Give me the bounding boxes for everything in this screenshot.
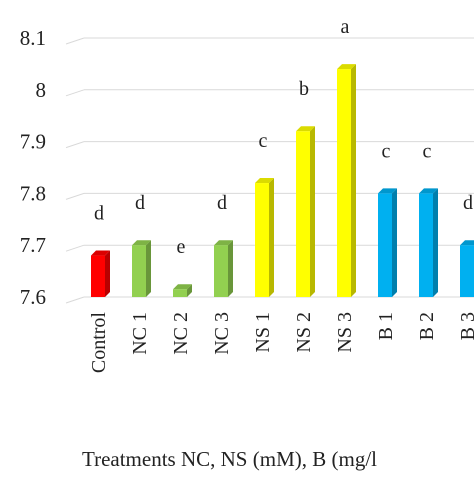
x-tick-label: NS 1 xyxy=(252,312,274,353)
bar xyxy=(337,64,356,297)
significance-letter: c xyxy=(259,130,268,152)
significance-letter: d xyxy=(463,192,473,214)
bar-front xyxy=(91,255,105,297)
y-tick-label: 8 xyxy=(36,78,47,102)
significance-letter: c xyxy=(423,140,432,162)
bar-side xyxy=(351,64,356,297)
gridline-depth xyxy=(65,37,85,45)
bar-side xyxy=(187,284,192,297)
bar-top xyxy=(214,240,233,246)
gridline-depth xyxy=(65,89,85,97)
bar xyxy=(214,240,233,297)
significance-letter: c xyxy=(382,140,391,162)
bar-front xyxy=(255,183,269,297)
x-tick-label: NC 1 xyxy=(129,312,151,355)
bar-top xyxy=(91,250,110,256)
bar-top xyxy=(460,240,474,246)
x-tick-label: B 3 xyxy=(457,312,474,340)
x-tick-label: NC 2 xyxy=(170,312,192,355)
bar-front xyxy=(378,193,392,297)
y-tick-label: 8.1 xyxy=(20,26,46,50)
bar-top xyxy=(255,178,274,184)
bar-front xyxy=(173,289,187,297)
x-axis-label: Treatments NC, NS (mM), B (mg/l xyxy=(82,447,377,471)
x-tick-label: NC 3 xyxy=(211,312,233,355)
y-tick-label: 7.9 xyxy=(20,130,46,154)
bar-front xyxy=(419,193,433,297)
bar-top xyxy=(378,188,397,194)
significance-letters: d d e d c b a c c d xyxy=(94,16,473,258)
bar xyxy=(378,188,397,297)
bar-top xyxy=(173,284,192,290)
bar-front xyxy=(214,245,228,297)
bar-top xyxy=(296,126,315,132)
bar-front xyxy=(132,245,146,297)
bar xyxy=(255,178,274,297)
bar-top xyxy=(132,240,151,246)
bar-side xyxy=(433,188,438,297)
bar-side xyxy=(146,240,151,297)
bar-front xyxy=(296,131,310,297)
bar-side xyxy=(310,126,315,298)
bar-front xyxy=(460,245,474,297)
x-axis-ticks: Control NC 1 NC 2 NC 3 NS 1 NS 2 NS 3 B 1 B 2 B 3 xyxy=(88,312,474,374)
bar-side xyxy=(105,250,110,297)
significance-letter: b xyxy=(299,78,309,100)
x-tick-label: Control xyxy=(88,312,110,374)
gridline-depth xyxy=(65,296,85,304)
bar-top xyxy=(419,188,438,194)
y-tick-label: 7.8 xyxy=(20,181,46,205)
y-axis-ticks: 7.6 7.7 7.8 7.9 8 8.1 xyxy=(20,26,46,309)
bar-front xyxy=(337,69,351,297)
bar xyxy=(132,240,151,297)
y-tick-label: 7.7 xyxy=(20,233,46,257)
bar xyxy=(296,126,315,298)
bar-side xyxy=(392,188,397,297)
bar xyxy=(460,240,474,297)
bar-side xyxy=(228,240,233,297)
x-tick-label: B 2 xyxy=(416,312,438,340)
bar xyxy=(91,250,110,297)
x-tick-label: NS 3 xyxy=(334,312,356,353)
significance-letter: d xyxy=(217,192,227,214)
bars xyxy=(91,64,474,298)
gridline-depth xyxy=(65,244,85,252)
significance-letter: e xyxy=(177,236,186,258)
bar xyxy=(173,284,192,297)
y-tick-label: 7.6 xyxy=(20,285,46,309)
bar-top xyxy=(337,64,356,70)
bar xyxy=(419,188,438,297)
significance-letter: d xyxy=(135,192,145,214)
x-tick-label: NS 2 xyxy=(293,312,315,353)
bar-side xyxy=(269,178,274,297)
gridline-depth xyxy=(65,141,85,149)
significance-letter: a xyxy=(341,16,350,38)
significance-letter: d xyxy=(94,203,104,225)
x-tick-label: B 1 xyxy=(375,312,397,340)
gridline-depth xyxy=(65,192,85,200)
